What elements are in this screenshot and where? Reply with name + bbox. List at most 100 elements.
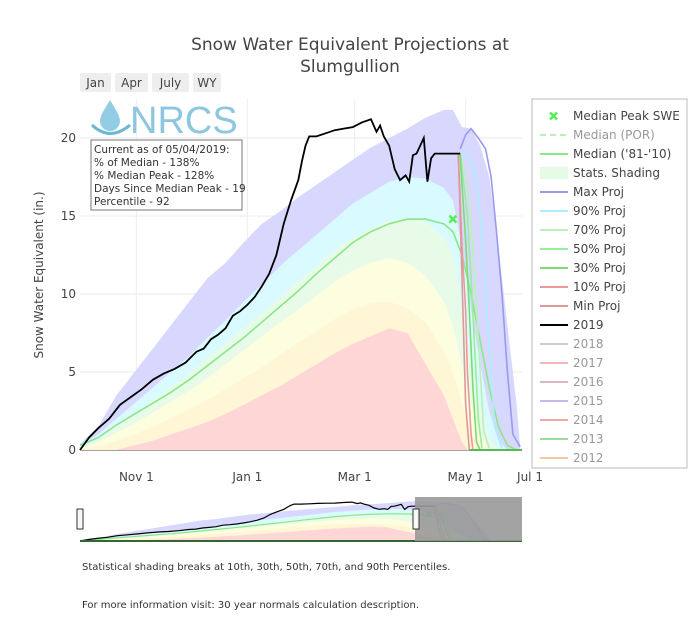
logo-swoosh [90, 123, 131, 135]
legend-label: 2017 [573, 356, 604, 370]
legend-label: 70% Proj [573, 223, 626, 237]
annotation-box [90, 139, 243, 211]
legend-label: 2013 [573, 432, 604, 446]
legend-item[interactable]: Stats. Shading [540, 166, 660, 180]
range-button-wy-label: WY [197, 76, 217, 90]
legend-item[interactable]: 50% Proj [540, 242, 626, 256]
range-button-jan[interactable]: Jan [80, 73, 111, 92]
nav-series-line [79, 501, 436, 542]
series-lines [79, 118, 522, 451]
percentile-shading [80, 109, 521, 451]
legend-label: 2018 [573, 337, 604, 351]
series-line-90-proj [460, 152, 503, 449]
legend-label: 2012 [573, 451, 604, 465]
legend-label: 10% Proj [573, 280, 626, 294]
range-button-apr-label: Apr [121, 76, 142, 90]
legend-label: Stats. Shading [573, 166, 660, 180]
markers [448, 214, 458, 224]
x-axis-ticks: Nov 1 Jan 1 Mar 1 May 1 Jul 1 [119, 470, 543, 484]
water-drop-icon [100, 100, 120, 131]
navigator-left-handle[interactable] [76, 508, 84, 530]
logo-text: NRCS [130, 100, 238, 142]
legend-item[interactable]: Median Peak SWE [549, 109, 680, 123]
legend-label: 2015 [573, 394, 604, 408]
y-tick-label: 0 [68, 443, 76, 457]
status-annotation: Current as of 05/04/2019: % of Median - … [90, 139, 246, 211]
legend-item[interactable]: 2019 [540, 318, 604, 332]
legend-item[interactable]: 2014 [540, 413, 604, 427]
series-line-50-proj [459, 153, 483, 449]
legend-item[interactable]: 70% Proj [540, 223, 626, 237]
legend-label: 2019 [573, 318, 604, 332]
legend-item[interactable]: 2012 [540, 451, 604, 465]
legend-item[interactable]: 30% Proj [540, 261, 626, 275]
annotation-line-1: Current as of 05/04/2019: [94, 144, 230, 156]
legend-item[interactable]: Median (POR) [540, 128, 655, 142]
y-tick-label: 10 [61, 287, 76, 301]
navigator-mask [415, 497, 522, 541]
legend: Median Peak SWE Median (POR) Median ('81-'… [531, 98, 688, 469]
legend-item[interactable]: Median ('81-'10) [540, 147, 671, 161]
legend-item[interactable]: 2017 [540, 356, 604, 370]
legend-label: 2014 [573, 413, 604, 427]
y-axis-ticks: 0 5 10 15 20 [61, 131, 76, 457]
range-slider[interactable] [76, 497, 522, 542]
series-line-30-proj [459, 153, 481, 451]
range-button-july[interactable]: July [152, 73, 189, 92]
footer-note-shading: Statistical shading breaks at 10th, 30th… [82, 562, 451, 573]
y-tick-label: 15 [61, 209, 76, 223]
median-line [79, 218, 517, 451]
legend-label: Max Proj [573, 185, 624, 199]
median-peak-marker [448, 214, 458, 224]
chart-title-line1: Snow Water Equivalent Projections at [191, 35, 509, 55]
legend-symbol [549, 111, 558, 121]
x-tick-label: Mar 1 [338, 470, 372, 484]
annotation-line-2: % of Median - 138% [94, 157, 199, 169]
legend-item[interactable]: Max Proj [540, 185, 624, 199]
x-tick-label: Jul 1 [516, 470, 543, 484]
x-tick-label: Jan 1 [231, 470, 262, 484]
y-tick-label: 5 [68, 365, 76, 379]
legend-label: 50% Proj [573, 242, 626, 256]
legend-label: 90% Proj [573, 204, 626, 218]
legend-label: Median Peak SWE [573, 109, 680, 123]
range-button-jan-label: Jan [85, 76, 105, 90]
series-line-min-proj [457, 153, 471, 451]
chart-title-line2: Slumgullion [300, 57, 400, 77]
series-line-2019 [79, 118, 461, 451]
nrcs-logo: NRCS [90, 100, 238, 142]
legend-item[interactable]: 10% Proj [540, 280, 626, 294]
legend-box [531, 98, 688, 469]
range-button-july-label: July [159, 76, 182, 90]
annotation-line-4: Days Since Median Peak - 19 [94, 183, 246, 195]
annotation-line-3: % Median Peak - 128% [94, 170, 214, 182]
plot-area [79, 99, 522, 451]
legend-label: Median ('81-'10) [573, 147, 671, 161]
legend-symbol [540, 167, 568, 179]
legend-item[interactable]: 2016 [540, 375, 604, 389]
legend-item[interactable]: Min Proj [540, 299, 620, 313]
legend-item[interactable]: 2013 [540, 432, 604, 446]
navigator-right-handle[interactable] [412, 508, 420, 530]
band-p10 [80, 328, 468, 450]
legend-item[interactable]: 2015 [540, 394, 604, 408]
x-tick-label: May 1 [447, 470, 483, 484]
y-axis-label: Snow Water Equivalent (in.) [32, 191, 46, 358]
legend-item[interactable]: 2018 [540, 337, 604, 351]
legend-label: 30% Proj [573, 261, 626, 275]
marker-stroke [448, 214, 458, 224]
legend-label: Median (POR) [573, 128, 655, 142]
legend-label: 2016 [573, 375, 604, 389]
x-tick-label: Nov 1 [119, 470, 154, 484]
legend-label: Min Proj [573, 299, 620, 313]
y-tick-label: 20 [61, 131, 76, 145]
annotation-line-5: Percentile - 92 [94, 196, 170, 208]
footer-note-info: For more information visit: 30 year norm… [82, 600, 420, 611]
nav-band [80, 526, 443, 541]
legend-item[interactable]: 90% Proj [540, 204, 626, 218]
legend-items: Median Peak SWE Median (POR) Median ('81-'… [540, 109, 680, 465]
series-line-70-proj [459, 153, 491, 449]
range-button-apr[interactable]: Apr [115, 73, 148, 92]
range-button-wy[interactable]: WY [193, 73, 221, 92]
